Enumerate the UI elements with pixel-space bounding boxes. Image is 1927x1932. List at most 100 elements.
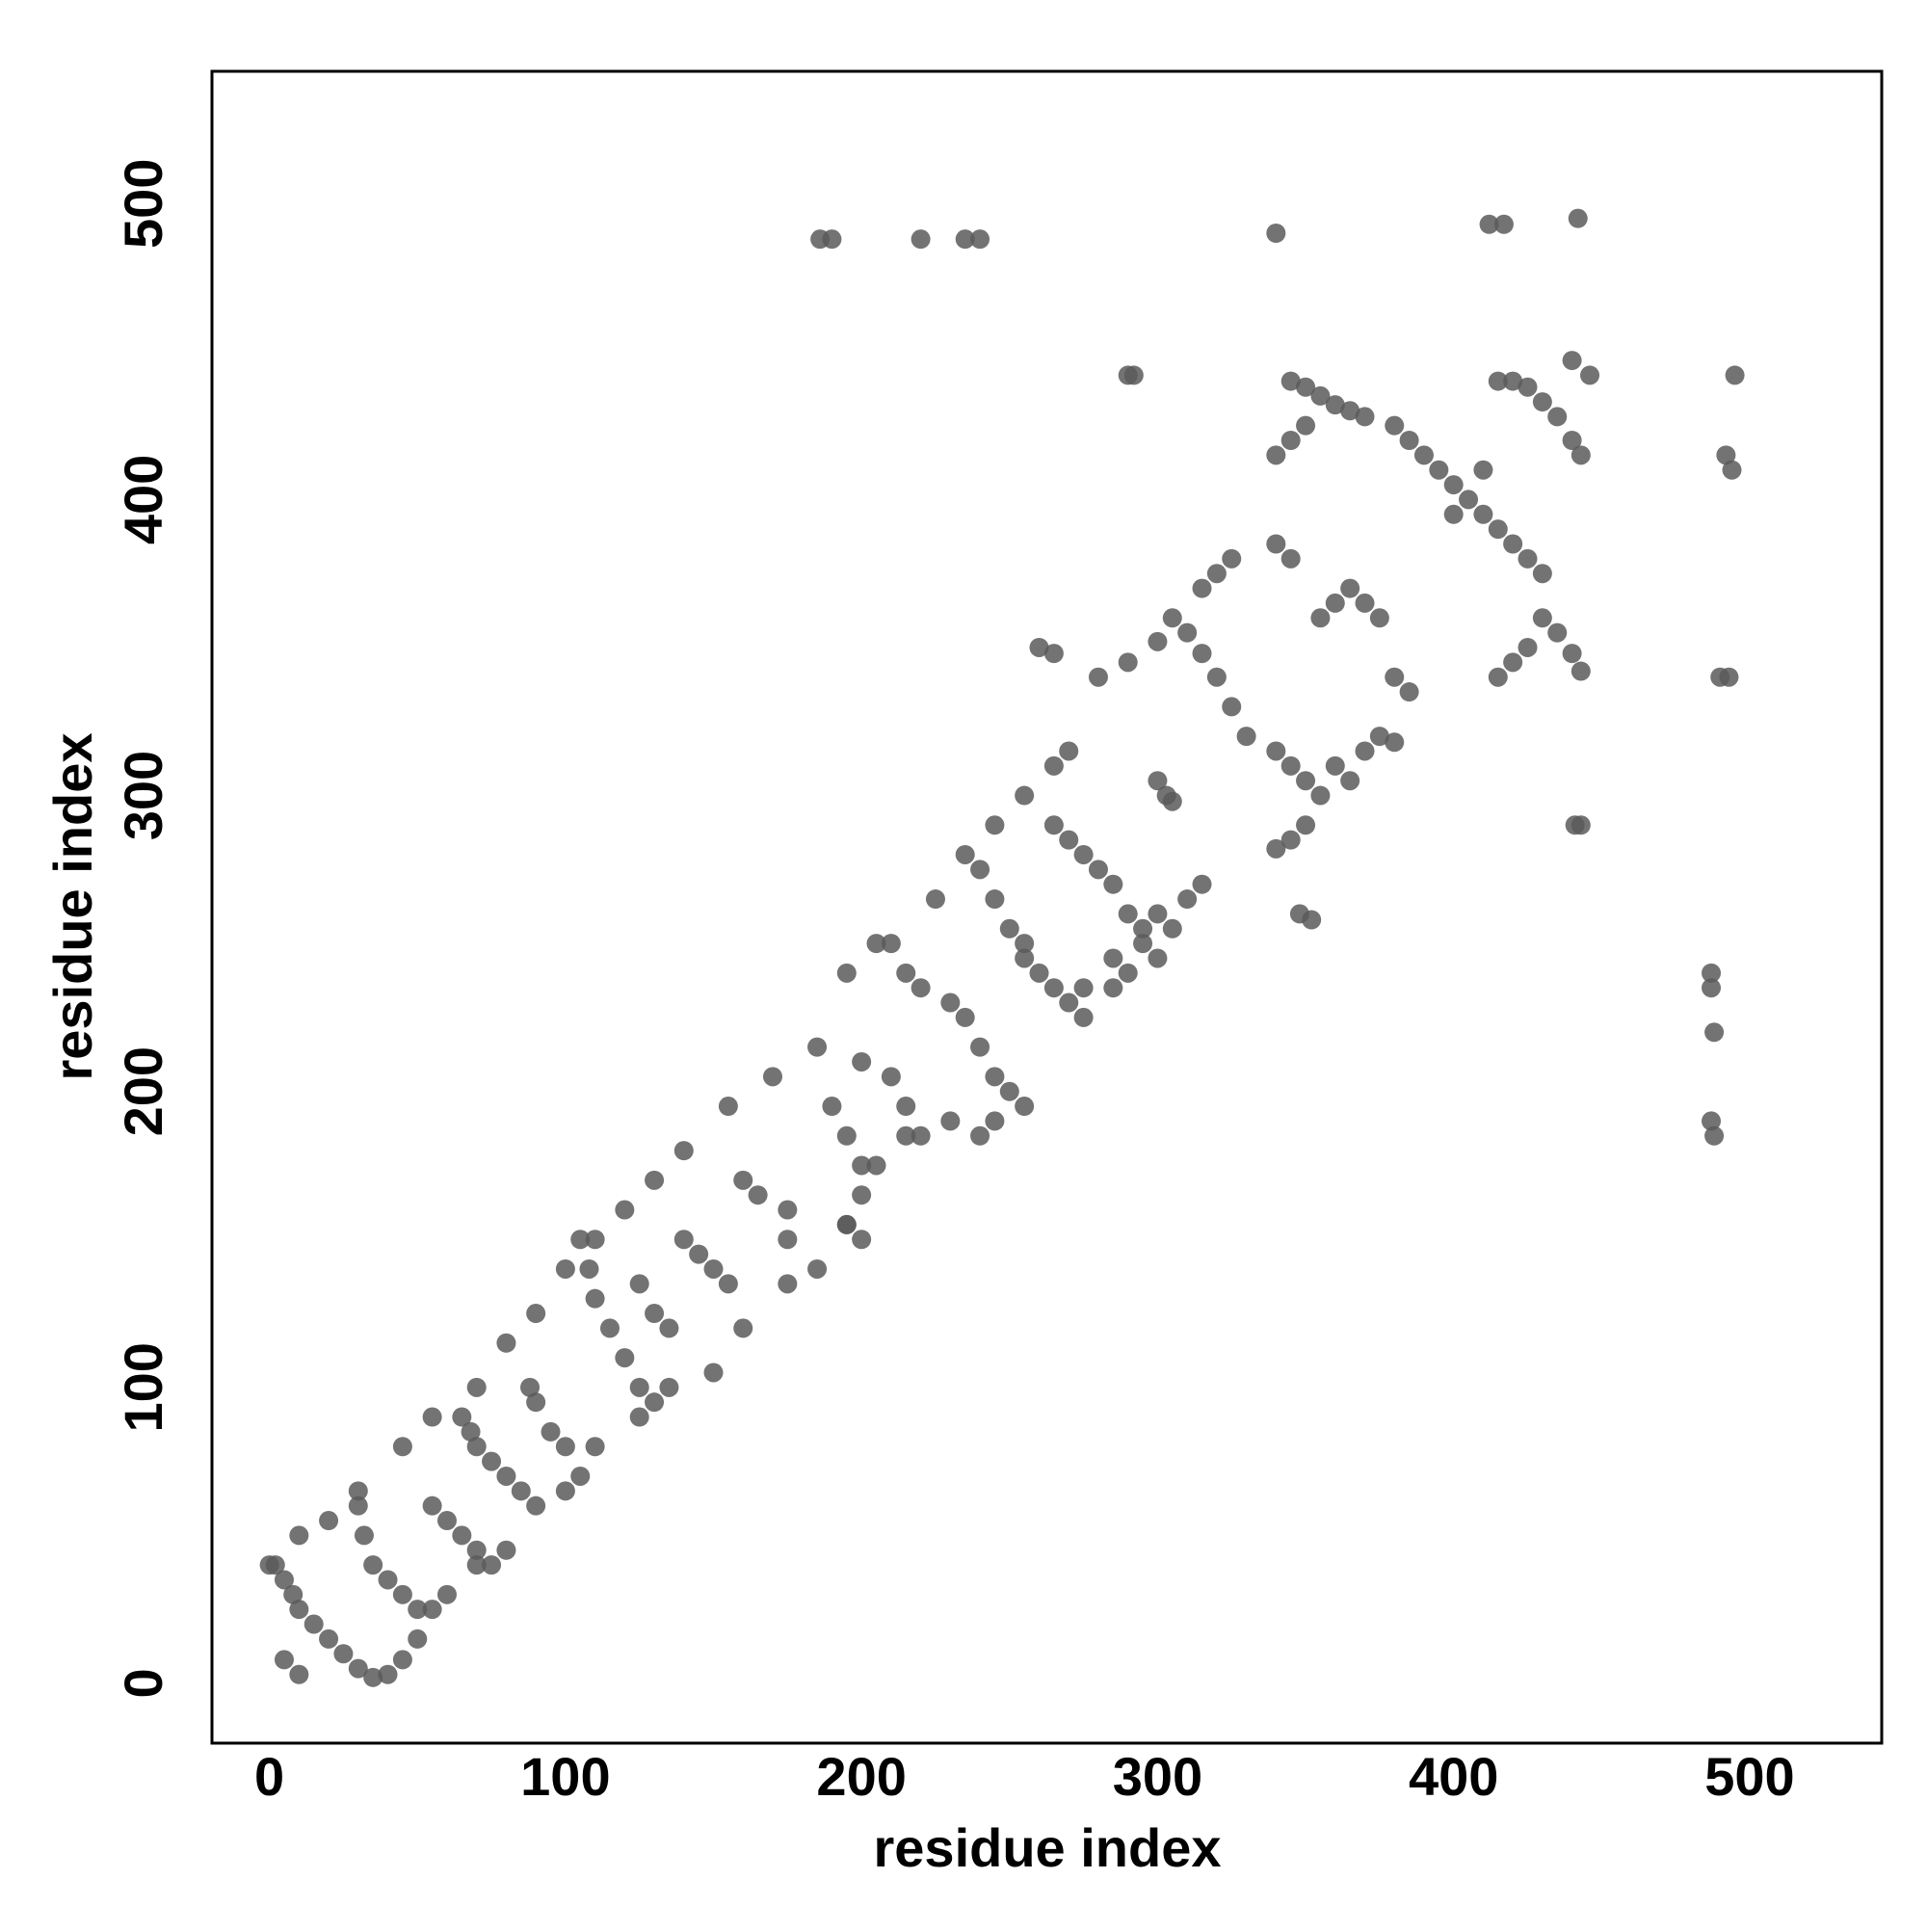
- point: [1518, 377, 1538, 397]
- point: [1266, 224, 1286, 244]
- point: [1704, 1125, 1725, 1146]
- point: [392, 1437, 412, 1457]
- y-tick-label: 200: [113, 1046, 173, 1136]
- point: [482, 1555, 502, 1575]
- point: [1399, 682, 1419, 702]
- point: [778, 1230, 798, 1250]
- point: [1325, 755, 1345, 776]
- point: [1369, 727, 1389, 747]
- point: [778, 1200, 798, 1220]
- point: [1547, 622, 1568, 643]
- point: [1340, 578, 1360, 598]
- point: [807, 1258, 828, 1279]
- point: [852, 1185, 872, 1205]
- point: [555, 1437, 575, 1457]
- point: [970, 860, 990, 880]
- point: [866, 1155, 886, 1176]
- point: [852, 1155, 872, 1176]
- point: [1156, 785, 1176, 806]
- point: [1473, 460, 1493, 480]
- point: [1503, 652, 1523, 673]
- point: [1340, 401, 1360, 421]
- point: [881, 1067, 901, 1087]
- point: [1148, 948, 1168, 968]
- point: [1059, 830, 1079, 850]
- point: [1488, 667, 1508, 687]
- point: [496, 1333, 516, 1353]
- point: [466, 1555, 487, 1575]
- point: [1385, 415, 1405, 436]
- point: [1532, 608, 1552, 628]
- point: [1443, 475, 1464, 495]
- point: [422, 1407, 442, 1427]
- point: [1280, 430, 1301, 450]
- point: [970, 1125, 990, 1146]
- point: [733, 1170, 753, 1190]
- point: [1355, 741, 1375, 761]
- point: [1302, 910, 1322, 930]
- point: [1222, 697, 1242, 717]
- point: [970, 1037, 990, 1057]
- point: [1704, 1022, 1725, 1043]
- point: [1571, 661, 1591, 681]
- point: [1266, 741, 1286, 761]
- point: [836, 1125, 857, 1146]
- point: [1385, 667, 1405, 687]
- point: [1310, 385, 1331, 406]
- x-tick-label: 200: [816, 1746, 906, 1807]
- point: [896, 1125, 916, 1146]
- point: [1310, 785, 1331, 806]
- point: [1493, 214, 1514, 234]
- x-tick-label: 100: [520, 1746, 610, 1807]
- point: [645, 1304, 665, 1324]
- point: [585, 1288, 605, 1309]
- point: [1702, 1111, 1722, 1131]
- point: [1103, 978, 1123, 998]
- point: [822, 229, 842, 250]
- point: [866, 934, 886, 954]
- point: [1029, 637, 1049, 657]
- point: [1571, 445, 1591, 465]
- point: [466, 1437, 487, 1457]
- point: [526, 1304, 546, 1324]
- point: [274, 1650, 294, 1670]
- x-tick-label: 400: [1409, 1746, 1498, 1807]
- point: [1719, 667, 1739, 687]
- point: [1266, 534, 1286, 554]
- point: [422, 1600, 442, 1620]
- point: [1148, 631, 1168, 651]
- point: [1355, 407, 1375, 427]
- point: [422, 1495, 442, 1516]
- point: [896, 1097, 916, 1117]
- point: [1162, 608, 1182, 628]
- point: [1123, 365, 1144, 385]
- point: [511, 1481, 531, 1501]
- point: [1503, 534, 1523, 554]
- point: [348, 1658, 368, 1679]
- point: [570, 1230, 591, 1250]
- y-tick-label: 0: [113, 1668, 173, 1698]
- point: [955, 844, 975, 864]
- point: [940, 992, 961, 1013]
- point: [585, 1437, 605, 1457]
- point: [1562, 644, 1582, 664]
- point: [852, 1051, 872, 1072]
- point: [1296, 377, 1316, 397]
- point: [1043, 755, 1064, 776]
- point: [999, 918, 1019, 939]
- point: [1702, 963, 1722, 983]
- point: [1015, 934, 1035, 954]
- point: [304, 1614, 324, 1634]
- point: [1488, 519, 1508, 540]
- point: [570, 1466, 591, 1486]
- y-tick-label: 400: [113, 455, 173, 544]
- point: [807, 1037, 828, 1057]
- point: [466, 1540, 487, 1560]
- point: [1296, 415, 1316, 436]
- point: [985, 889, 1005, 910]
- point: [1192, 874, 1212, 894]
- point: [911, 229, 931, 250]
- point: [1162, 918, 1182, 939]
- point: [733, 1318, 753, 1338]
- point: [1118, 963, 1138, 983]
